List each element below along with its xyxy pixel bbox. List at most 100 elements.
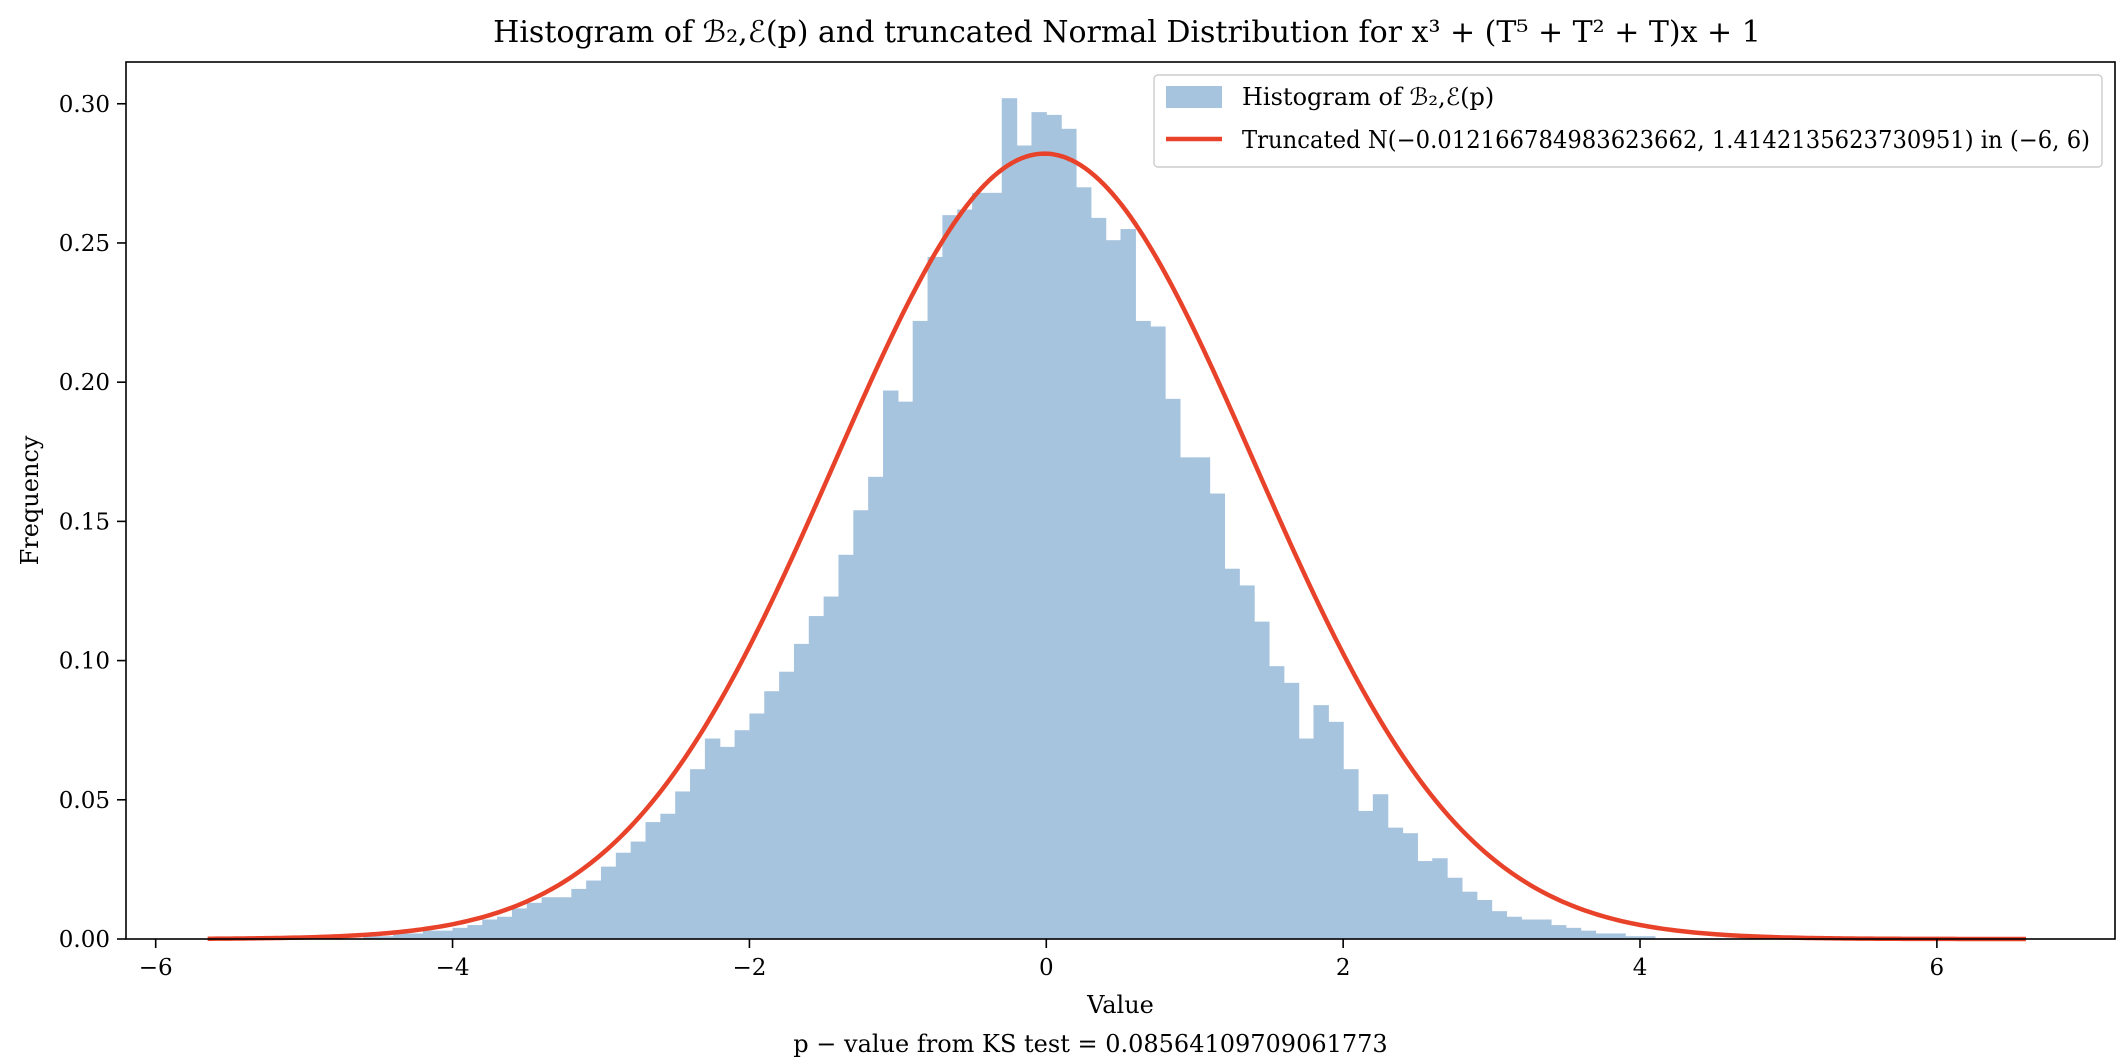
histogram-bar <box>1357 810 1374 939</box>
histogram-bar <box>586 880 602 939</box>
histogram-bar <box>749 713 765 939</box>
histogram-bar <box>615 852 632 939</box>
x-axis: −6 −4 −2 0 2 4 6 <box>139 939 1944 981</box>
histogram-bar <box>630 841 647 939</box>
histogram-bar <box>482 919 498 939</box>
histogram-bar <box>1536 919 1552 939</box>
y-axis-label: Frequency <box>16 435 44 565</box>
histogram-bar <box>1610 933 1626 939</box>
histogram-bar <box>838 554 854 939</box>
histogram-bar <box>511 908 528 939</box>
y-tick-label: 0.25 <box>59 231 110 257</box>
histogram-bar <box>526 902 543 939</box>
y-tick-label: 0.20 <box>59 370 110 396</box>
histogram-bar <box>1313 705 1329 939</box>
histogram-bar <box>1105 240 1122 939</box>
histogram-bar <box>1372 794 1389 939</box>
y-tick-label: 0.05 <box>59 788 110 814</box>
histogram-bar <box>1239 585 1255 939</box>
histogram-bar <box>1194 457 1211 939</box>
x-tick-label: 6 <box>1930 955 1945 981</box>
histogram-bar <box>1461 891 1478 939</box>
histogram-bar <box>600 866 617 939</box>
histogram-bar <box>660 813 676 939</box>
histogram-bar <box>1625 936 1641 939</box>
histogram-bar <box>378 936 394 939</box>
legend: Histogram of ℬ₂,ℰ(p) Truncated N(−0.0121… <box>1153 74 2103 168</box>
histogram-bar <box>793 643 810 939</box>
histogram-bar <box>1075 187 1092 940</box>
histogram-bar <box>571 888 587 939</box>
x-tick-label: −4 <box>436 955 470 981</box>
x-tick-label: −2 <box>732 955 766 981</box>
histogram-bar <box>393 933 409 939</box>
legend-curve-label: Truncated N(−0.012166784983623662, 1.414… <box>1242 126 2090 154</box>
x-tick-label: −6 <box>139 955 173 981</box>
histogram-bar <box>704 738 721 939</box>
histogram-bar <box>808 616 825 939</box>
histogram-bar <box>779 671 795 939</box>
x-tick-label: 2 <box>1336 955 1351 981</box>
histogram-bar <box>972 192 988 940</box>
histogram-bar <box>1046 114 1062 939</box>
histogram-bar <box>422 930 439 939</box>
histogram-bar <box>912 320 929 939</box>
legend-histogram-swatch <box>1166 86 1222 108</box>
histogram-bar <box>1090 217 1107 939</box>
histogram-bar <box>1298 738 1315 939</box>
normal-curve-layer <box>207 151 2026 942</box>
histogram-bar <box>719 746 736 939</box>
histogram-bar <box>1402 833 1418 939</box>
histogram-bar <box>541 897 558 939</box>
histogram-bar <box>675 791 691 939</box>
histogram-bar <box>497 916 513 939</box>
histogram-bar <box>1209 493 1225 939</box>
histogram-bar <box>868 476 884 939</box>
y-tick-label: 0.30 <box>59 92 110 118</box>
histogram-bar <box>823 596 840 939</box>
histogram-bar <box>1580 930 1597 939</box>
histogram-bar <box>1328 721 1344 939</box>
histogram-bars <box>363 98 1656 940</box>
histogram-bar <box>927 256 943 939</box>
histogram-bar <box>1417 861 1433 939</box>
histogram-bar <box>1224 568 1240 939</box>
histogram-bar <box>1001 98 1018 939</box>
histogram-bar <box>408 933 424 939</box>
histogram-bar <box>1447 877 1463 939</box>
histogram-bar <box>363 936 379 939</box>
histogram-bar <box>1179 457 1196 939</box>
x-axis-label: Value <box>1086 991 1154 1019</box>
x-tick-label: 4 <box>1633 955 1648 981</box>
histogram-bar <box>1550 925 1567 939</box>
histogram-bar <box>1283 682 1300 939</box>
x-tick-label: 0 <box>1039 955 1054 981</box>
chart-title: Histogram of ℬ₂,ℰ(p) and truncated Norma… <box>493 15 1761 50</box>
histogram-bar <box>556 897 572 939</box>
plot-frame <box>125 61 2116 940</box>
y-axis: 0.00 0.05 0.10 0.15 0.20 0.25 0.30 <box>59 92 126 953</box>
histogram-bar <box>1521 919 1537 939</box>
histogram-bar <box>1506 916 1522 939</box>
histogram-bar <box>1565 927 1582 939</box>
histogram-bar <box>897 401 914 939</box>
y-tick-label: 0.15 <box>59 509 110 535</box>
histogram-bar <box>986 192 1003 940</box>
histogram-bar <box>853 510 869 939</box>
histogram-bar <box>1165 398 1181 939</box>
histogram-bar <box>1268 666 1285 939</box>
histogram-bar <box>1476 900 1493 939</box>
histogram-bar <box>957 209 973 939</box>
histogram-bar <box>690 769 706 939</box>
legend-histogram-label: Histogram of ℬ₂,ℰ(p) <box>1242 83 1494 111</box>
histogram-bar <box>734 730 751 939</box>
histogram-bar <box>437 930 454 939</box>
histogram-bar <box>467 925 483 939</box>
y-tick-label: 0.00 <box>59 927 110 953</box>
histogram-bar <box>1150 326 1166 939</box>
histogram-bar <box>1387 827 1404 939</box>
histogram-bar <box>1031 112 1047 940</box>
y-tick-label: 0.10 <box>59 649 110 675</box>
histogram-bar <box>452 927 468 939</box>
